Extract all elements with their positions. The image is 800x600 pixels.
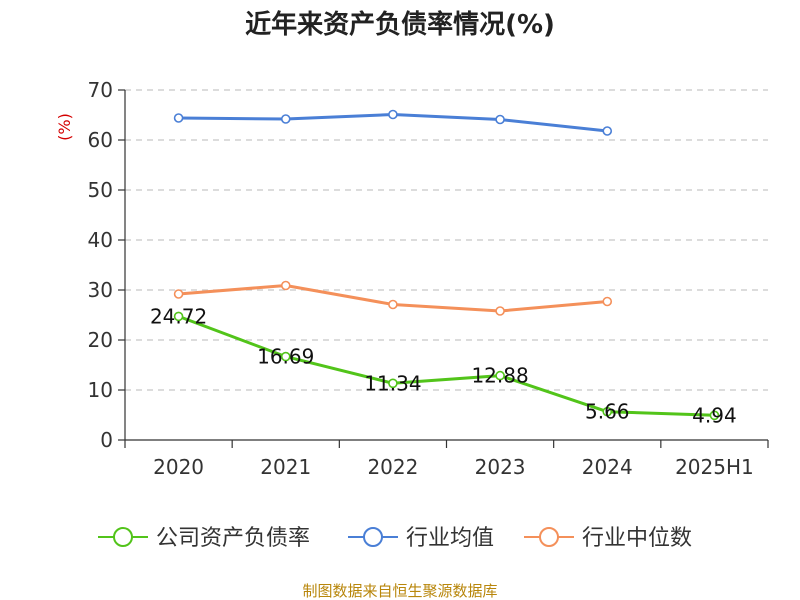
data-label: 4.94: [692, 403, 737, 427]
x-tick-label: 2022: [367, 455, 418, 479]
data-point: [495, 306, 505, 316]
source-note: 制图数据来自恒生聚源数据库: [302, 582, 497, 600]
legend-marker: [113, 527, 133, 547]
data-point: [709, 410, 720, 421]
y-tick-label: 0: [100, 428, 113, 452]
chart-title: 近年来资产负债率情况(%): [245, 9, 555, 40]
data-point: [280, 114, 291, 124]
legend-label: 公司资产负债率: [156, 526, 310, 551]
grid-lines: [125, 89, 768, 391]
legend-label: 行业均值: [406, 526, 494, 551]
axes: 0 10 20 30 40 50 60 70 2020 2021 2022 2023 2024 2025H…: [88, 78, 769, 479]
y-axis-unit-label: (%): [55, 113, 74, 141]
data-point: [388, 299, 398, 310]
y-tick-label: 60: [88, 128, 113, 152]
y-tick-label: 40: [88, 228, 113, 252]
data-point: [602, 296, 613, 307]
data-point: [388, 109, 398, 120]
data-label: 16.69: [257, 345, 314, 369]
legend-label: 行业中位数: [582, 526, 692, 551]
y-tick-label: 50: [88, 178, 113, 202]
x-tick-label: 2024: [582, 455, 633, 479]
x-tick-label: 2025H1: [675, 455, 754, 479]
x-tick-label: 2020: [153, 455, 204, 479]
data-point: [173, 311, 184, 322]
data-label: 11.34: [364, 371, 421, 395]
data-label: 12.88: [471, 364, 528, 388]
x-tick-label: 2023: [475, 455, 526, 479]
data-point: [495, 370, 505, 381]
data-point: [602, 406, 613, 417]
data-labels: 24.72 16.69 11.34 12.88 5.66 4.94: [150, 304, 737, 427]
data-point: [173, 113, 184, 123]
data-point: [173, 289, 184, 299]
y-tick-label: 20: [88, 328, 113, 352]
x-tick-label: 2021: [260, 455, 311, 479]
y-tick-label: 70: [88, 78, 113, 102]
data-point: [280, 351, 291, 362]
legend-marker: [539, 527, 559, 547]
data-point: [495, 114, 505, 125]
data-point: [280, 280, 291, 291]
series-lines: [173, 109, 720, 421]
legend: 公司资产负债率 行业均值 行业中位数: [98, 526, 692, 551]
data-label: 24.72: [150, 304, 207, 328]
data-point: [602, 126, 613, 136]
y-tick-label: 30: [88, 278, 113, 302]
legend-marker: [363, 527, 383, 547]
series-line-0: [178, 314, 715, 417]
data-point: [388, 378, 398, 389]
y-tick-label: 10: [88, 378, 113, 402]
data-label: 5.66: [585, 400, 630, 424]
